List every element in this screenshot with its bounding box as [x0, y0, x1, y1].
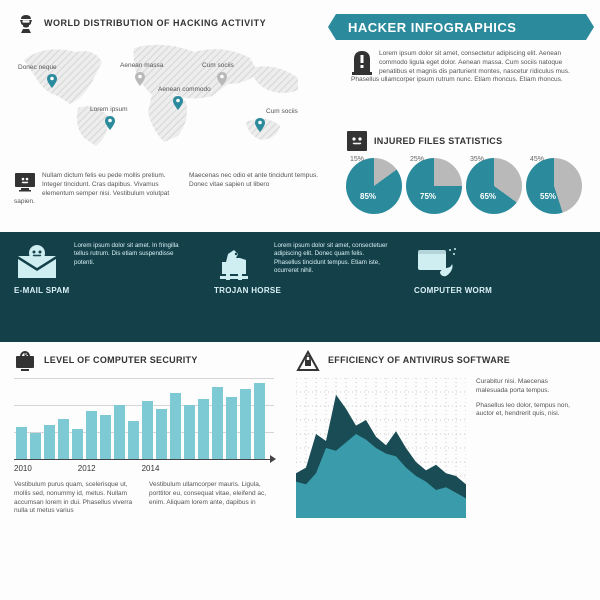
map-pin-label: Cum sociis — [202, 62, 234, 69]
pie-big-label: 75% — [420, 192, 436, 201]
bar — [184, 405, 195, 459]
pie-big-label: 55% — [540, 192, 556, 201]
security-level-icon — [14, 350, 36, 372]
pie-big-label: 85% — [360, 192, 376, 201]
bar — [128, 421, 139, 459]
band-col-worm: COMPUTER WORM — [400, 232, 600, 342]
bar — [142, 401, 153, 459]
world-map: Donec neque Lorem ipsum Aenean massa Aenean… — [14, 38, 314, 158]
bar — [100, 415, 111, 459]
bar — [72, 429, 83, 459]
map-pin-label: Aenean massa — [120, 62, 163, 69]
bars-text-left: Vestibulum purus quam, scelerisque ut, m… — [14, 481, 139, 516]
map-pin — [217, 72, 227, 86]
threat-band: E-MAIL SPAM Lorem ipsum dolor sit amet. … — [0, 232, 600, 342]
band-text: Lorem ipsum dolor sit amet, consectetuer… — [274, 242, 390, 275]
tombstone-warning-icon — [351, 50, 373, 76]
map-pin — [47, 74, 57, 88]
bar — [254, 383, 265, 459]
map-section: WORLD DISTRIBUTION OF HACKING ACTIVITY D… — [14, 12, 324, 162]
pie-small-label: 35% — [470, 156, 484, 163]
pie-small-label: 45% — [530, 156, 544, 163]
pie-chart: 35% 65% — [466, 158, 522, 214]
bar — [44, 425, 55, 459]
skull-file-icon — [346, 130, 368, 152]
bars-title: LEVEL OF COMPUTER SECURITY — [44, 356, 198, 366]
email-spam-icon — [14, 242, 60, 282]
area-section: EFFICIENCY OF ANTIVIRUS SOFTWARE Curabit… — [296, 350, 586, 518]
antivirus-shield-icon — [296, 350, 320, 372]
pie-small-label: 25% — [410, 156, 424, 163]
skull-monitor-icon — [14, 172, 36, 192]
band-caption: COMPUTER WORM — [414, 286, 586, 295]
pie-chart: 25% 75% — [406, 158, 462, 214]
area-text: Curabitur nisi. Maecenas malesuada porta… — [476, 378, 580, 518]
bar — [16, 427, 27, 459]
bar — [198, 399, 209, 459]
bar — [58, 419, 69, 459]
bar — [30, 433, 41, 459]
band-col-trojan: TROJAN HORSE Lorem ipsum dolor sit amet,… — [200, 232, 400, 342]
bar — [86, 411, 97, 459]
pie-big-label: 65% — [480, 192, 496, 201]
pies-title: INJURED FILES STATISTICS — [374, 136, 502, 146]
area-chart — [296, 378, 466, 518]
map-pin-label: Cum sociis — [266, 108, 298, 115]
mid-text: Nullam dictum felis eu pede mollis preti… — [14, 172, 334, 207]
map-pin-label: Lorem ipsum — [90, 106, 128, 113]
band-text: Lorem ipsum dolor sit amet. In fringilla… — [74, 242, 190, 267]
bar — [114, 405, 125, 459]
trojan-horse-icon — [214, 242, 260, 282]
band-col-spam: E-MAIL SPAM Lorem ipsum dolor sit amet. … — [0, 232, 200, 342]
title-text: HACKER INFOGRAPHICS — [348, 20, 516, 35]
computer-worm-icon — [414, 242, 460, 282]
map-pin-label: Donec neque — [18, 64, 57, 71]
map-pin — [255, 118, 265, 132]
intro-text: Lorem ipsum dolor sit amet, consectetur … — [351, 50, 586, 85]
band-caption: E-MAIL SPAM — [14, 286, 186, 295]
bars-text-right: Vestibulum ullamcorper mauris. Ligula, p… — [149, 481, 274, 516]
map-pin-label: Aenean commodo — [158, 86, 211, 93]
map-pin — [135, 72, 145, 86]
bar — [240, 389, 251, 459]
title-banner: HACKER INFOGRAPHICS — [336, 14, 586, 40]
bars-section: LEVEL OF COMPUTER SECURITY 2010 2012 201… — [14, 350, 282, 516]
pie-chart: 15% 85% — [346, 158, 402, 214]
area-title: EFFICIENCY OF ANTIVIRUS SOFTWARE — [328, 356, 510, 366]
pie-chart: 45% 55% — [526, 158, 582, 214]
band-caption: TROJAN HORSE — [214, 286, 386, 295]
pies-section: INJURED FILES STATISTICS 15% 85% 25% 75% 35%… — [346, 130, 586, 214]
map-pin — [105, 116, 115, 130]
bar — [156, 409, 167, 459]
bar — [226, 397, 237, 459]
bar-chart — [14, 380, 274, 460]
bar — [212, 387, 223, 459]
pie-small-label: 15% — [350, 156, 364, 163]
map-title: WORLD DISTRIBUTION OF HACKING ACTIVITY — [44, 19, 266, 29]
bar — [170, 393, 181, 459]
bar-xaxis-labels: 2010 2012 2014 — [14, 464, 282, 473]
map-pin — [173, 96, 183, 110]
hacker-icon — [14, 12, 38, 36]
